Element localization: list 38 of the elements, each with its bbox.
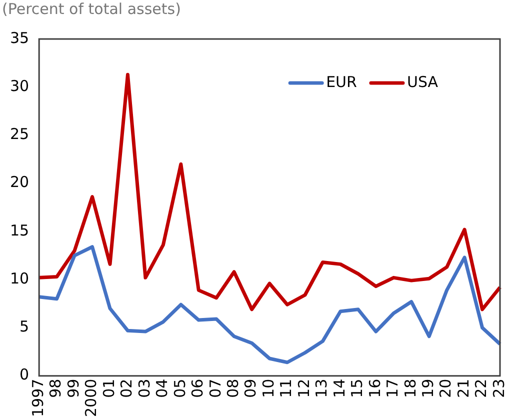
y-tick-label: 10 bbox=[10, 269, 30, 288]
y-tick-label: 0 bbox=[20, 366, 30, 384]
x-tick-label: 09 bbox=[242, 378, 260, 398]
legend-label: USA bbox=[406, 72, 439, 91]
y-tick-label: 35 bbox=[10, 28, 30, 47]
x-tick-label: 02 bbox=[118, 378, 136, 398]
x-tick-label: 19 bbox=[418, 378, 437, 398]
x-tick-label: 04 bbox=[153, 378, 172, 398]
x-tick-label: 21 bbox=[454, 378, 472, 398]
x-tick-label: 08 bbox=[224, 378, 242, 398]
x-tick-label: 98 bbox=[46, 378, 65, 398]
x-tick-label: 01 bbox=[100, 378, 118, 398]
x-tick-label: 18 bbox=[401, 378, 420, 398]
x-tick-label: 1997 bbox=[28, 378, 47, 418]
x-tick-label: 05 bbox=[170, 378, 189, 398]
x-tick-label: 12 bbox=[294, 378, 313, 398]
y-tick-label: 25 bbox=[10, 125, 30, 144]
x-tick-label: 23 bbox=[490, 378, 508, 398]
x-tick-label: 03 bbox=[135, 378, 154, 398]
x-tick-label: 06 bbox=[188, 378, 207, 398]
y-tick-label: 15 bbox=[10, 221, 30, 240]
chart-subtitle: (Percent of total assets) bbox=[2, 0, 181, 18]
x-tick-label: 2000 bbox=[82, 378, 100, 418]
x-tick-label: 13 bbox=[312, 378, 331, 398]
y-tick-label: 5 bbox=[20, 318, 30, 336]
x-tick-label: 14 bbox=[330, 378, 348, 398]
x-tick-label: 99 bbox=[64, 378, 82, 398]
x-tick-label: 16 bbox=[366, 378, 384, 398]
legend-label: EUR bbox=[326, 72, 357, 91]
x-tick-label: 15 bbox=[348, 378, 366, 398]
y-tick-label: 30 bbox=[10, 77, 30, 96]
x-tick-label: 10 bbox=[259, 378, 278, 398]
x-tick-label: 20 bbox=[436, 378, 455, 398]
x-tick-label: 07 bbox=[206, 378, 224, 398]
x-tick-label: 11 bbox=[277, 378, 296, 398]
x-tick-label: 17 bbox=[384, 378, 402, 398]
x-tick-label: 22 bbox=[472, 378, 490, 398]
y-tick-label: 20 bbox=[10, 173, 30, 192]
